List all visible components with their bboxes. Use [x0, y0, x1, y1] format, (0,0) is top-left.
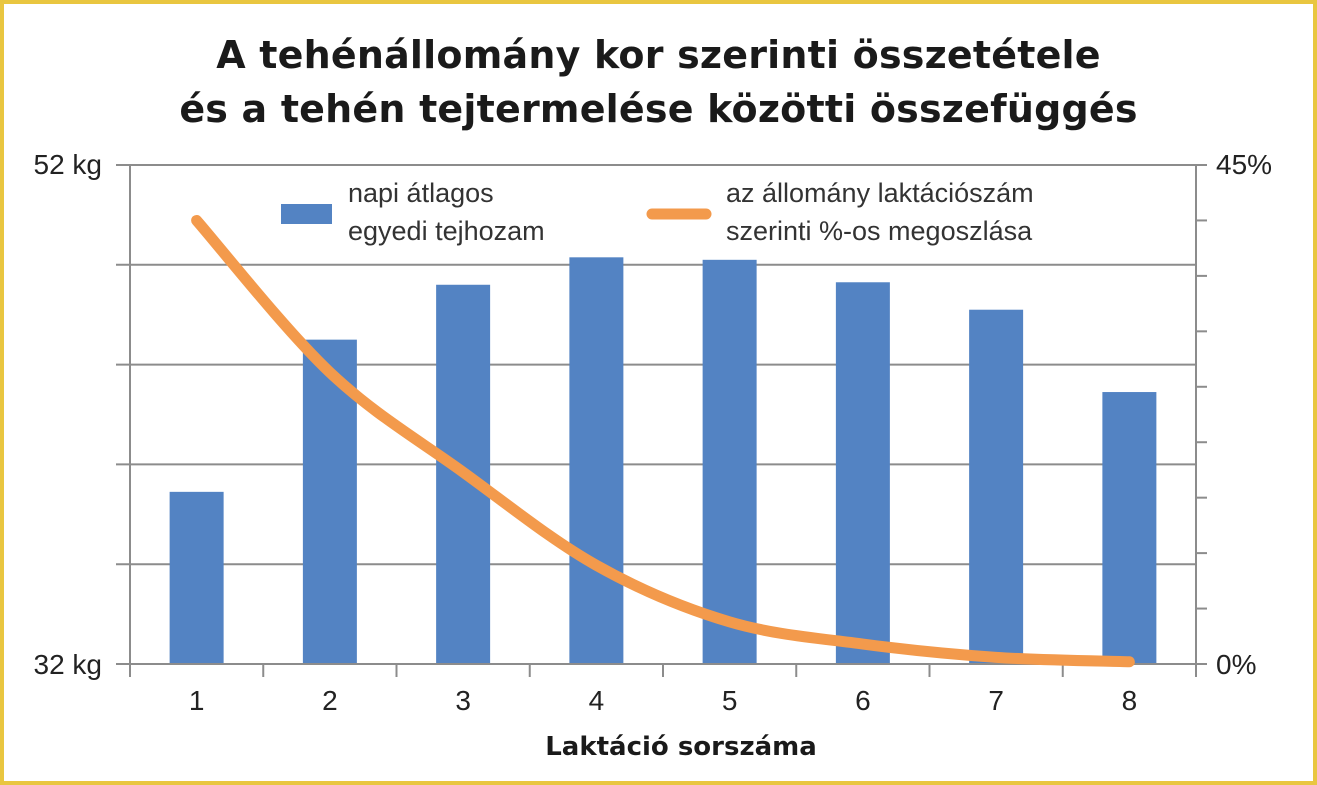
- x-tick-label-6: 6: [855, 685, 871, 716]
- y-left-tick-bottom: 32 kg: [34, 649, 103, 680]
- bar-series: [169, 257, 1157, 664]
- chart-title: A tehénállomány kor szerinti összetétele…: [0, 28, 1317, 136]
- x-axis-label: Laktáció sorszáma: [545, 732, 817, 762]
- x-tick-label-4: 4: [589, 685, 605, 716]
- bar-7: [969, 309, 1024, 664]
- bar-1: [169, 491, 224, 664]
- bar-8: [1102, 392, 1157, 664]
- y-right-tick-top: 45%: [1216, 149, 1272, 180]
- legend: napi átlagos egyedi tejhozam az állomány…: [281, 178, 1034, 246]
- line-point-1: [195, 219, 198, 222]
- line-point-2: [328, 371, 331, 374]
- line-point-5: [728, 620, 731, 623]
- x-tick-label-7: 7: [988, 685, 1004, 716]
- legend-swatch-bar: [281, 204, 332, 224]
- legend-label-bar-2: egyedi tejhozam: [348, 216, 545, 246]
- x-tick-label-1: 1: [189, 685, 205, 716]
- chart-title-line-1: A tehénállomány kor szerinti összetétele: [216, 33, 1101, 77]
- x-tick-label-2: 2: [322, 685, 338, 716]
- bar-4: [569, 257, 624, 664]
- line-point-7: [995, 656, 998, 659]
- bar-5: [702, 259, 757, 664]
- chart-title-line-2: és a tehén tejtermelése közötti összefüg…: [179, 87, 1138, 131]
- y-left-tick-top: 52 kg: [34, 149, 103, 180]
- y-right-tick-bottom: 0%: [1216, 649, 1256, 680]
- x-tick-labels: 1 2 3 4 5 6 7 8: [189, 685, 1137, 716]
- line-point-3: [462, 471, 465, 474]
- x-tick-label-8: 8: [1122, 685, 1138, 716]
- bar-6: [835, 282, 890, 664]
- x-tick-label-3: 3: [455, 685, 471, 716]
- x-tick-label-5: 5: [722, 685, 738, 716]
- line-series: [191, 214, 1135, 668]
- legend-label-bar-1: napi átlagos: [348, 178, 494, 208]
- legend-label-line-2: szerinti %-os megoszlása: [726, 216, 1033, 246]
- legend-label-line-1: az állomány laktációszám: [726, 178, 1034, 208]
- line-point-6: [861, 643, 864, 646]
- line-point-8: [1128, 660, 1131, 663]
- line-point-4: [595, 564, 598, 567]
